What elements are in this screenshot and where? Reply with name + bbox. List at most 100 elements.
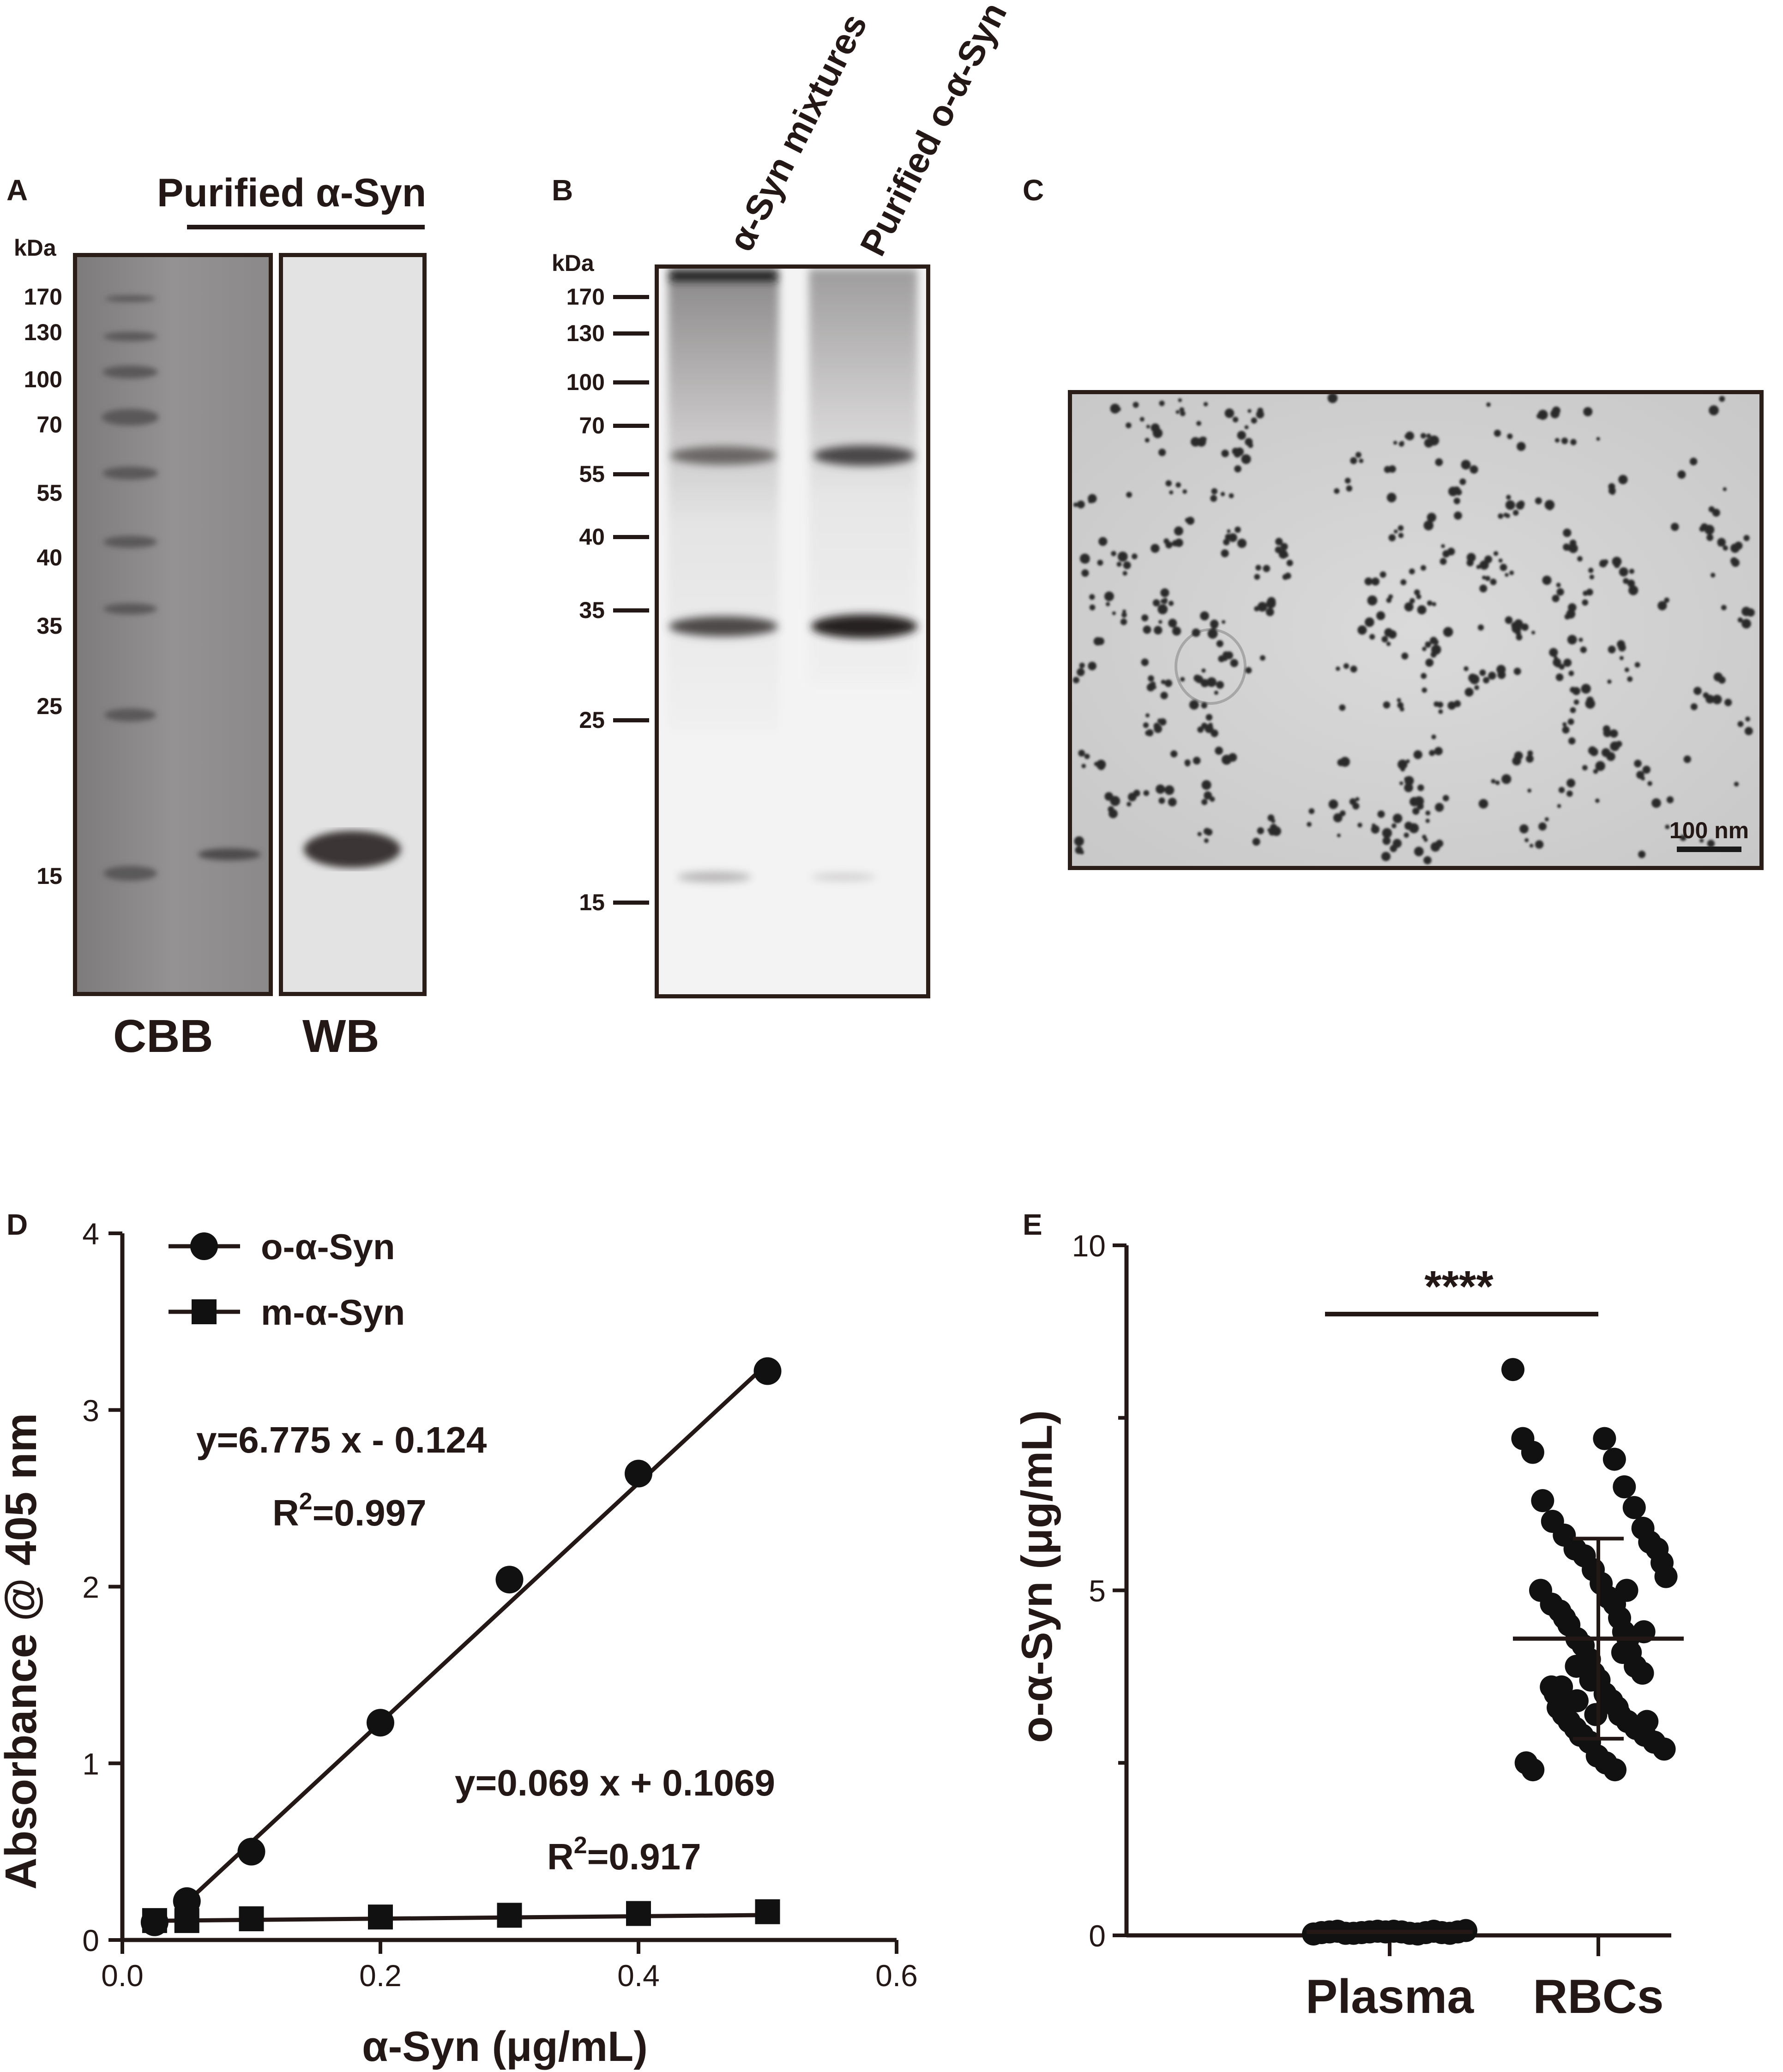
tem-particle <box>1414 589 1420 595</box>
tem-particle <box>1077 668 1085 676</box>
tem-particle <box>1201 722 1208 729</box>
tem-particle <box>1159 718 1167 726</box>
tem-particle <box>1527 788 1531 793</box>
wb-lane-label: WB <box>302 1010 379 1062</box>
tem-particle <box>1453 498 1460 504</box>
tem-particle <box>1168 601 1174 606</box>
tem-particle <box>1519 824 1529 834</box>
tem-particle <box>1422 687 1427 693</box>
tem-particle <box>1567 635 1577 645</box>
tem-particle <box>1205 829 1213 836</box>
tem-particle <box>1427 512 1436 523</box>
tem-particle <box>1278 549 1288 559</box>
tem-particle <box>1165 480 1172 486</box>
tem-particle <box>1398 533 1404 538</box>
tem-particle <box>1589 574 1595 580</box>
tem-particle <box>1143 790 1150 796</box>
tem-particle <box>1126 492 1132 498</box>
tem-particle <box>1172 540 1179 547</box>
tem-particle <box>1344 477 1351 484</box>
tem-particle <box>1388 534 1396 541</box>
panel-b-marker-40: 40 <box>579 524 605 550</box>
tem-particle <box>1081 555 1090 564</box>
tem-particle <box>1214 691 1218 695</box>
tem-particle <box>1423 520 1434 531</box>
tem-particle <box>1593 769 1598 774</box>
tem-particle <box>1073 502 1078 507</box>
panel-a-marker-35: 35 <box>36 613 62 639</box>
tem-particle <box>1556 588 1564 596</box>
tem-particle <box>1237 539 1247 548</box>
tem-particle <box>1619 567 1628 577</box>
tem-particle <box>1566 790 1573 797</box>
tem-particle <box>1582 765 1588 771</box>
tem-particle <box>1267 597 1276 606</box>
tem-particle <box>1397 698 1401 703</box>
tem-particle <box>1723 487 1727 491</box>
tem-particle <box>1704 524 1715 535</box>
tem-particle <box>1401 652 1409 660</box>
tem-particle <box>1425 658 1434 667</box>
tem-particle <box>1641 776 1645 781</box>
tem-particle <box>1493 551 1499 556</box>
tem-particle <box>1664 597 1669 603</box>
tem-particle <box>1629 569 1634 574</box>
tem-particle <box>1216 640 1223 648</box>
tem-particle <box>1518 500 1525 508</box>
tem-particle <box>1486 402 1491 407</box>
tem-particle <box>1376 611 1385 620</box>
panel-a-marker-40: 40 <box>36 545 62 571</box>
tem-particle <box>1152 428 1163 438</box>
panel-c-tem-image: 100 nm <box>1068 390 1764 870</box>
tem-particle <box>1399 781 1404 786</box>
tem-particle <box>1201 702 1207 709</box>
tem-particle <box>1381 852 1391 861</box>
o-syn-point <box>173 1887 201 1915</box>
tem-particle <box>1440 558 1447 565</box>
tem-particle <box>1425 818 1430 823</box>
tem-particle <box>1595 761 1605 771</box>
tem-particle <box>1146 425 1150 429</box>
tem-particle <box>1112 611 1116 615</box>
tem-particle <box>1180 677 1185 682</box>
tem-particle <box>1544 500 1555 510</box>
tem-particle <box>1568 670 1574 676</box>
panel-d-y-axis-title: Absorbance @ 405 nm <box>0 1413 46 1890</box>
tem-particle <box>1527 750 1533 756</box>
tem-particle <box>1200 611 1209 621</box>
r2-mono: R2=0.917 <box>547 1832 701 1877</box>
tem-particle <box>1328 799 1338 809</box>
tem-particle <box>1743 535 1750 541</box>
tem-particle <box>1706 534 1714 541</box>
tem-particle <box>1121 612 1127 618</box>
tem-particle <box>1410 598 1415 604</box>
panel-d-chart: D 0 1 2 3 4 0.0 0.2 0.4 0.6 α-Syn (μg/mL) Absorban… <box>0 1208 918 2070</box>
tem-particle <box>1582 599 1589 606</box>
panel-d-y-tick-label: 2 <box>82 1570 99 1604</box>
tem-particle <box>1550 409 1560 419</box>
tem-particle <box>1495 781 1500 785</box>
tem-particle <box>1218 655 1225 662</box>
tem-particle <box>1583 590 1588 596</box>
tem-particle <box>1367 595 1378 606</box>
tem-particle <box>1555 673 1564 681</box>
tem-particle <box>1614 562 1620 568</box>
tem-particle <box>1723 545 1728 551</box>
tem-particle <box>1284 572 1291 579</box>
tem-particle <box>1417 784 1424 792</box>
panel-d-letter: D <box>6 1208 28 1241</box>
tem-particle <box>1223 539 1230 546</box>
panel-b-marker-tick <box>613 608 649 613</box>
tem-particle <box>1689 457 1698 466</box>
tem-particle <box>1126 802 1132 807</box>
tem-particle <box>1568 603 1577 612</box>
m-syn-point <box>755 1899 780 1924</box>
tem-particle <box>1280 543 1288 551</box>
tem-particle <box>1232 416 1239 423</box>
tem-particle <box>1333 813 1343 823</box>
tem-particle <box>1206 677 1217 687</box>
tem-particle <box>1491 779 1496 784</box>
tem-particle <box>1257 408 1264 414</box>
panel-b-kda-title: kDa <box>552 250 594 276</box>
m-syn-point <box>497 1903 522 1928</box>
